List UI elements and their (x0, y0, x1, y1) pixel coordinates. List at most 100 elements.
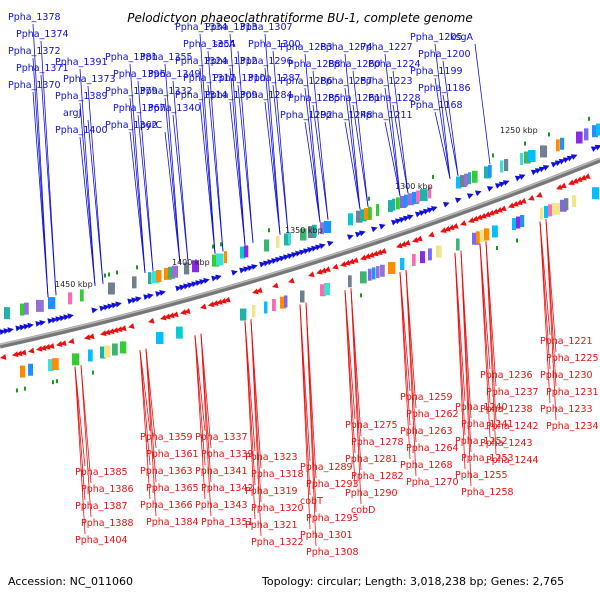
forward-gene-arrow (231, 269, 238, 276)
forward-gene-arrow (498, 181, 506, 188)
rna-marker (360, 293, 362, 298)
annotation-block (484, 166, 492, 179)
gene-label: Ppha_1381 (105, 52, 158, 63)
gene-label: Ppha_1242 (486, 421, 539, 432)
annotation-block (516, 216, 521, 229)
gene-label: Ppha_1367 (113, 103, 166, 114)
gene-label: Ppha_1343 (195, 500, 248, 511)
leader-line (272, 84, 289, 233)
annotation-block (488, 164, 492, 177)
reverse-gene-arrow (20, 349, 27, 356)
annotation-block (464, 173, 469, 186)
gene-label: Ppha_1227 (360, 42, 413, 53)
gene-label: Ppha_1307 (240, 22, 293, 33)
annotation-block (192, 260, 200, 273)
leader-line (304, 87, 321, 223)
reverse-gene-arrow (256, 287, 263, 294)
forward-gene-arrow (426, 207, 434, 214)
gene-label: Ppha_1296 (240, 56, 293, 67)
annotation-block (264, 301, 268, 314)
leader-line (434, 43, 451, 179)
leader-line (384, 121, 401, 197)
leader-line (74, 366, 86, 535)
forward-gene-arrow (319, 243, 326, 250)
annotation-block (456, 238, 460, 251)
rna-marker (588, 116, 590, 121)
annotation-block (300, 228, 307, 241)
gene-label: Ppha_1270 (406, 477, 459, 488)
gene-label: Ppha_1275 (345, 420, 398, 431)
gene-label: Ppha_1396 (113, 69, 166, 80)
annotation-block (456, 176, 462, 189)
forward-gene-arrow (530, 169, 538, 176)
gene-label: Ppha_1309 (205, 90, 258, 101)
annotation-block (284, 295, 288, 308)
gene-label: Ppha_1253 (461, 453, 514, 464)
leader-line (384, 87, 401, 197)
annotation-block (320, 222, 325, 235)
gene-label: Ppha_1240 (455, 402, 508, 413)
annotation-block (156, 332, 164, 345)
reverse-gene-arrow (372, 250, 379, 257)
annotation-block (484, 228, 490, 241)
gene-label: Ppha_1365 (146, 483, 199, 494)
gene-label: cobD (351, 505, 375, 516)
map-title: Pelodictyon phaeoclathratiforme BU-1, co… (127, 11, 473, 25)
reverse-gene-arrow (168, 312, 175, 319)
rna-marker (24, 386, 26, 391)
leader-line (545, 219, 557, 421)
leader-line (434, 111, 451, 179)
gene-label: Ppha_1379 (105, 86, 158, 97)
gene-label: Ppha_1248 (320, 110, 373, 121)
annotation-block (24, 302, 29, 315)
annotation-block (472, 232, 480, 245)
annotation-block (500, 160, 504, 173)
gene-label: Ppha_1313 (205, 22, 258, 33)
annotation-block (512, 218, 517, 231)
annotation-block (168, 266, 175, 279)
gene-label: Ppha_1200 (418, 49, 471, 60)
leader-line (200, 333, 212, 517)
forward-gene-arrow (570, 154, 578, 160)
gene-label: Ppha_1281 (345, 454, 398, 465)
leader-line (129, 63, 146, 273)
reverse-gene-arrow (448, 224, 455, 231)
annotation-block (400, 258, 405, 270)
reverse-gene-arrow (316, 268, 323, 275)
gene-label: Ppha_1236 (480, 370, 533, 381)
forward-gene-arrow (406, 214, 414, 221)
annotation-block (72, 353, 80, 366)
gene-label: Ppha_1354 (183, 39, 236, 50)
gene-label: Ppha_1337 (195, 432, 248, 443)
annotation-block (112, 343, 118, 356)
annotation-block (556, 139, 560, 152)
gene-label: Ppha_1318 (251, 469, 304, 480)
forward-gene-arrow (466, 193, 474, 199)
leader-line (145, 348, 157, 517)
annotation-block (104, 345, 111, 358)
scale-labels: 1250 kbp 1300 kbp 1350 kbp 1400 kbp 1450… (55, 126, 538, 289)
annotation-block (476, 231, 480, 244)
annotation-block (120, 341, 127, 354)
annotation-block (360, 209, 367, 222)
gene-label: Ppha_1317 (183, 73, 236, 84)
annotation-block (396, 197, 400, 210)
gene-label: Ppha_1404 (75, 535, 128, 546)
gene-label: Ppha_1211 (360, 110, 413, 121)
gene-label: Ppha_1373 (63, 74, 116, 85)
annotation-block (408, 193, 414, 206)
leader-line (479, 243, 491, 438)
leader-line (229, 33, 246, 246)
leader-line (164, 131, 181, 264)
annotation-block (36, 299, 44, 312)
reverse-gene-arrow (348, 258, 355, 265)
reverse-gene-arrow (536, 191, 543, 198)
annotation-block (428, 248, 432, 261)
gene-label: Ppha_1372 (8, 46, 61, 57)
annotation-block (184, 262, 190, 275)
gene-label: Ppha_1295 (306, 513, 359, 524)
annotation-block (388, 262, 396, 275)
gene-label: Ppha_1288 (288, 59, 341, 70)
reverse-gene-arrow (364, 253, 371, 259)
forward-gene-arrow (518, 174, 526, 180)
